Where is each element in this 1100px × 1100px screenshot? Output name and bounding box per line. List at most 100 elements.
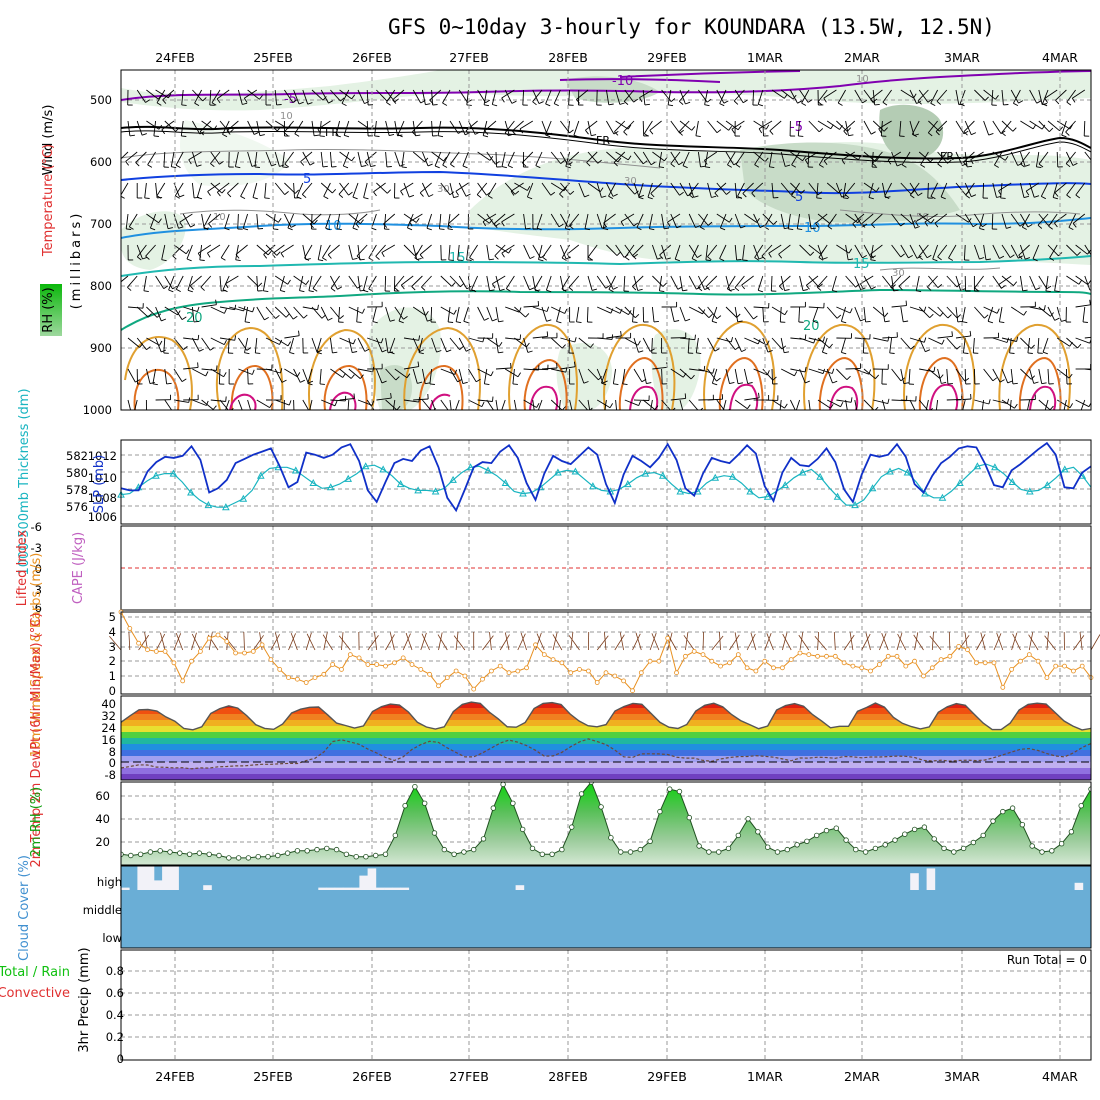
wind-barb-flag	[860, 283, 864, 289]
wind-barb-flag	[1041, 124, 1046, 130]
wind-barb-flag	[307, 382, 313, 386]
wind-barb-flag	[812, 320, 818, 324]
wind-barb-flag	[161, 129, 166, 135]
wind-barb-flag	[920, 164, 926, 168]
wind-barb	[1001, 368, 1009, 384]
wind-barb-flag	[438, 135, 444, 138]
wind-barb	[450, 151, 460, 165]
wind-barb	[1080, 399, 1086, 410]
wind-barb-flag	[175, 164, 181, 168]
wind-barb-flag	[550, 191, 556, 196]
wind-barb-flag	[1006, 226, 1012, 229]
wind-barb-flag	[598, 376, 603, 381]
wind-barb-flag	[216, 365, 218, 371]
wind10m-barb	[964, 632, 968, 651]
wind-barb-flag	[352, 196, 358, 200]
wind-barb	[357, 89, 365, 104]
wind-barb	[366, 120, 369, 137]
wind-barb	[790, 368, 806, 373]
wind-barb-flag	[339, 315, 344, 319]
wind-barb	[174, 182, 184, 197]
wind-barb-flag	[912, 133, 918, 138]
wind10m-barb	[223, 635, 236, 651]
wind-barb-flag	[916, 290, 922, 293]
wind-barb-flag	[862, 255, 867, 259]
wind10m-point	[612, 673, 618, 679]
wind-barb	[860, 275, 874, 285]
wind-barb	[974, 213, 983, 227]
wind-barb	[955, 89, 960, 105]
wind-barb-flag	[294, 133, 300, 137]
wind-barb-flag	[633, 253, 638, 258]
wind-barb-flag	[591, 288, 598, 291]
wind-barb	[274, 275, 288, 285]
wind-barb	[962, 399, 966, 410]
wind-barb-flag	[838, 188, 843, 194]
wind-barb-flag	[649, 130, 654, 135]
wind-barb-flag	[728, 126, 733, 131]
wind10m-barb	[568, 635, 580, 651]
wind-barb-flag	[818, 283, 823, 288]
wind-barb-flag	[1054, 317, 1060, 321]
wind-barb-flag	[870, 259, 876, 262]
wind-barb-flag	[1036, 100, 1042, 104]
wind-barb-flag	[560, 160, 565, 164]
rh2m-point	[970, 839, 977, 846]
wind-barb	[727, 151, 736, 166]
wind-barb	[368, 275, 377, 290]
wind-barb	[771, 306, 786, 316]
wind-barb	[1072, 213, 1086, 224]
wind-barb-flag	[822, 351, 828, 355]
wind-barb	[194, 89, 202, 104]
wind-barb	[608, 275, 617, 290]
wind-barb-flag	[620, 221, 624, 227]
wind10m-point	[488, 668, 494, 674]
wind-barb-flag	[843, 197, 849, 200]
wind-barb-flag	[386, 189, 392, 194]
wind-barb-flag	[649, 348, 655, 352]
wind10m-barb	[799, 632, 804, 651]
wind-barb-flag	[309, 415, 314, 416]
wind-barb	[751, 182, 764, 194]
wind-barb	[1056, 120, 1071, 130]
wind10m-point	[735, 652, 741, 657]
wind-barb	[725, 120, 739, 131]
wind-barb	[383, 213, 387, 230]
wind-barb-flag	[678, 161, 684, 166]
wind-barb-flag	[546, 306, 550, 312]
wind-barb-flag	[318, 259, 324, 262]
upper-wind-barbs	[121, 89, 1091, 416]
wind-barb	[302, 399, 310, 410]
rh2m-point	[431, 830, 438, 836]
wind-barb	[613, 151, 626, 163]
wind-barb-flag	[959, 103, 965, 107]
wind-barb	[477, 89, 486, 103]
wind-barb	[799, 337, 814, 344]
wind10m-barb	[814, 635, 827, 651]
wind-barb	[615, 89, 621, 105]
wind-barb	[394, 120, 398, 136]
wind-barb	[1010, 306, 1024, 316]
wind-barb	[891, 244, 902, 258]
wind-barb	[754, 244, 764, 258]
wind-barb-flag	[489, 219, 493, 224]
wind-barb	[691, 244, 699, 259]
wind10m-point	[356, 655, 362, 661]
wind-barb-flag	[935, 131, 940, 136]
wind-barb	[863, 244, 872, 259]
wind-barb-flag	[419, 349, 425, 353]
rh2m-point	[716, 849, 722, 855]
wind-barb	[440, 399, 449, 410]
wind-barb-flag	[542, 256, 547, 261]
wind-barb	[670, 213, 678, 228]
wind-barb	[1029, 182, 1035, 198]
thickness-point	[396, 480, 405, 488]
wind-barb	[762, 213, 774, 225]
wind-barb-flag	[181, 316, 187, 320]
contour-label: -10	[612, 74, 633, 89]
wind-barb-flag	[837, 102, 843, 106]
wind10m-point	[709, 658, 715, 664]
wind-barb	[734, 337, 742, 352]
wind-barb-flag	[565, 227, 571, 231]
